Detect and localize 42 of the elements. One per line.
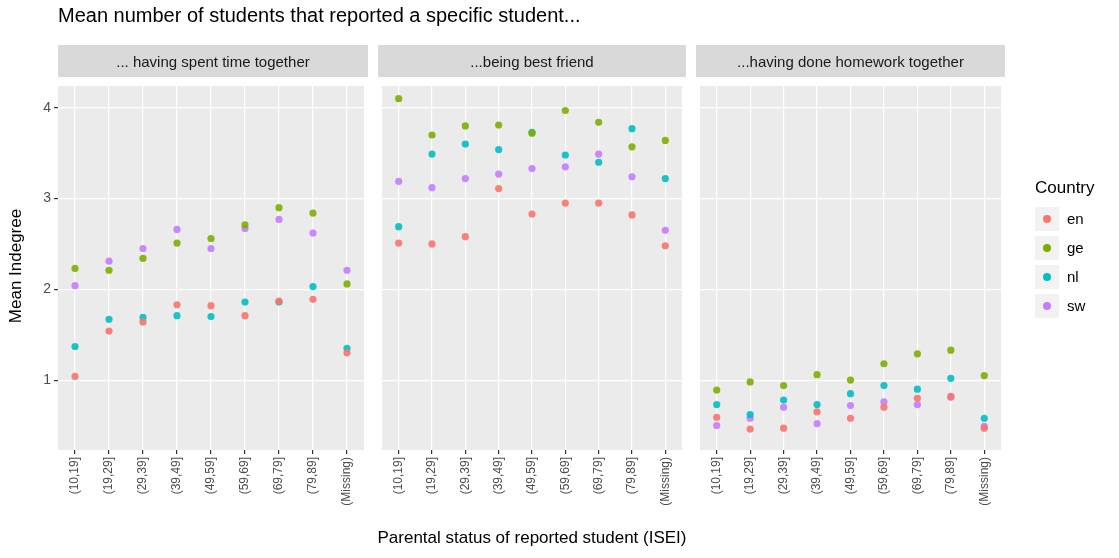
legend-label: nl (1067, 268, 1079, 285)
x-tick-label: (19,29] (742, 457, 757, 495)
x-tick-label: (Missing) (976, 457, 991, 506)
x-tick-label: (19,29] (424, 457, 439, 495)
x-tick-label: (69,79] (909, 457, 924, 495)
x-tick-label: (79,89] (624, 457, 639, 495)
y-tick-label: 3 (43, 189, 52, 206)
x-tick-label: (10,19] (67, 457, 82, 495)
x-tick-label: (79,89] (943, 457, 958, 495)
chart-subtitle: ...having done homework together (696, 45, 1005, 77)
legend-title: Country (1035, 178, 1095, 198)
legend-label: ge (1067, 239, 1084, 256)
legend-label: en (1067, 210, 1084, 227)
x-tick-label: (39,49] (809, 457, 824, 495)
x-tick-label: (59,69] (237, 457, 252, 495)
x-tick-label: (29,39] (457, 457, 472, 495)
chart-title: Mean number of students that reported a specific student... (58, 4, 581, 27)
legend-label: sw (1067, 297, 1086, 314)
chart-subtitle: ...being best friend (378, 45, 686, 77)
x-tick-label: (69,79] (590, 457, 605, 495)
y-tick-label: 1 (43, 370, 52, 387)
x-tick-label: (19,29] (101, 457, 116, 495)
x-tick-label: (59,69] (876, 457, 891, 495)
x-tick-label: (10,19] (390, 457, 405, 495)
x-tick-label: (69,79] (271, 457, 286, 495)
x-tick-label: (49,59] (842, 457, 857, 495)
x-tick-label: (49,59] (203, 457, 218, 495)
x-tick-label: (10,19] (709, 457, 724, 495)
x-tick-label: (29,39] (135, 457, 150, 495)
y-tick-label: 4 (43, 98, 52, 115)
x-tick-label: (39,49] (490, 457, 505, 495)
x-axis-title: Parental status of reported student (ISEI) (377, 528, 687, 548)
x-tick-label: (39,49] (169, 457, 184, 495)
y-tick-label: 2 (43, 280, 52, 297)
x-tick-label: (29,39] (775, 457, 790, 495)
x-tick-label: (49,59] (524, 457, 539, 495)
x-tick-label: (79,89] (305, 457, 320, 495)
y-axis-title: Mean Indegree (6, 208, 27, 324)
x-tick-label: (Missing) (339, 457, 354, 506)
x-tick-label: (Missing) (657, 457, 672, 506)
chart-subtitle: ... having spent time together (58, 45, 368, 77)
x-tick-label: (59,69] (557, 457, 572, 495)
